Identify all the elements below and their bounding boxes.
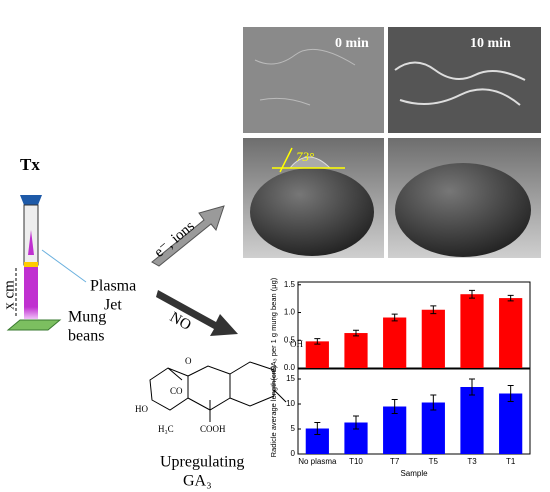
bean bbox=[250, 168, 374, 256]
y-tick-label: 0.0 bbox=[284, 363, 296, 372]
y-tick-label: 1.5 bbox=[284, 280, 296, 289]
texture bbox=[254, 48, 356, 106]
error-bar bbox=[430, 305, 437, 315]
bar bbox=[421, 402, 445, 454]
bar bbox=[305, 428, 329, 454]
label: Jet bbox=[104, 297, 122, 314]
x-tick-label: T10 bbox=[349, 457, 363, 466]
x-tick-label: T1 bbox=[506, 457, 516, 466]
bar bbox=[305, 341, 329, 368]
error-bar bbox=[469, 289, 475, 299]
charts: 0.0 0.5 1.0 1.5 GA₃ per 1 g mung bean (μg) 0 5… bbox=[269, 277, 531, 478]
molecule-label: HO bbox=[135, 404, 148, 414]
bar bbox=[499, 393, 523, 454]
y-tick-label: 10 bbox=[286, 399, 295, 408]
error-bar bbox=[507, 294, 514, 302]
y-tick-label: 15 bbox=[286, 374, 295, 383]
photo bbox=[243, 27, 384, 133]
beans-tray bbox=[6, 319, 62, 331]
arrow bbox=[151, 205, 225, 267]
error-bar bbox=[314, 422, 321, 435]
bar bbox=[344, 333, 368, 368]
y-axis-label: GA₃ per 1 g mung bean (μg) bbox=[269, 277, 278, 372]
angle-line bbox=[279, 147, 293, 173]
ring bbox=[24, 262, 38, 267]
error-bar bbox=[507, 385, 514, 402]
error-bar bbox=[353, 415, 359, 430]
angle-label: 73° bbox=[296, 149, 314, 164]
label: beans bbox=[68, 328, 104, 345]
bar bbox=[344, 422, 368, 454]
error-bar bbox=[314, 338, 321, 345]
label: Mung bbox=[68, 309, 106, 326]
photo bbox=[388, 27, 541, 133]
x-tick-label: No plasma bbox=[298, 457, 337, 466]
bar bbox=[383, 406, 407, 454]
y-tick-label: 0.5 bbox=[284, 335, 296, 344]
droplet bbox=[289, 156, 331, 169]
x-tick-label: T5 bbox=[429, 457, 439, 466]
x-tick-label: T3 bbox=[467, 457, 477, 466]
arrow bbox=[156, 290, 238, 336]
label: x cm bbox=[1, 280, 17, 310]
y-tick-label: 0 bbox=[291, 449, 296, 458]
plasma bbox=[28, 230, 34, 255]
error-bar bbox=[391, 399, 398, 414]
error-bar bbox=[391, 313, 398, 322]
plot-frame bbox=[297, 281, 531, 369]
y-tick-label: 1.0 bbox=[284, 308, 296, 317]
molecule bbox=[149, 361, 287, 422]
error-bar bbox=[469, 378, 475, 396]
photo-label: 0 min bbox=[335, 36, 369, 51]
molecule-label: OH bbox=[290, 339, 303, 349]
connector bbox=[20, 195, 42, 205]
pointer bbox=[41, 249, 87, 283]
label: Tx bbox=[20, 155, 40, 174]
plasma bbox=[24, 267, 38, 307]
photo-label: 10 min bbox=[470, 36, 511, 51]
label: Plasma bbox=[90, 278, 136, 295]
plasma bbox=[24, 307, 38, 319]
bar bbox=[421, 309, 445, 368]
y-tick-label: 5 bbox=[291, 424, 296, 433]
bean bbox=[395, 163, 531, 257]
x-axis-label: Sample bbox=[400, 469, 428, 478]
label: GA₃ bbox=[183, 473, 212, 490]
error-bar bbox=[353, 329, 359, 337]
molecule-label: CO bbox=[170, 386, 183, 396]
bar bbox=[499, 298, 523, 368]
x-tick-label: T7 bbox=[390, 457, 400, 466]
texture bbox=[394, 61, 526, 106]
error-bar bbox=[430, 394, 437, 411]
molecule-label: H₃C bbox=[158, 424, 174, 434]
plot-frame bbox=[297, 368, 531, 455]
bar bbox=[383, 317, 407, 368]
label: Upregulating bbox=[160, 454, 244, 471]
molecule-label: O bbox=[185, 356, 192, 366]
molecule-label: COOH bbox=[200, 424, 226, 434]
bar bbox=[460, 294, 484, 368]
bar bbox=[460, 387, 484, 454]
y-axis-label: Radicle average length(cm) bbox=[269, 365, 278, 457]
